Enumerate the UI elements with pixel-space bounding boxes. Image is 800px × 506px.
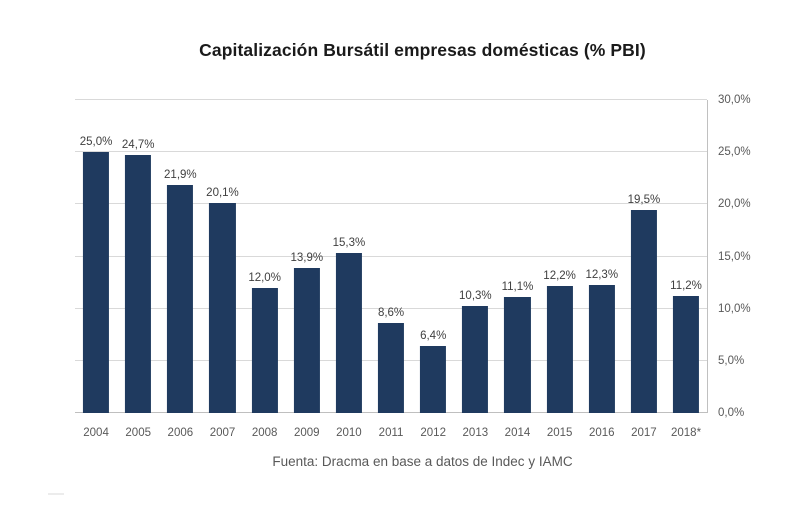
gridline — [75, 99, 707, 100]
x-axis-tick-label: 2015 — [546, 427, 573, 439]
bar-value-label: 11,2% — [670, 280, 702, 293]
bar — [546, 285, 573, 413]
bar-columns: 25,0% 2004 24,7% 2005 21,9% 2006 20,1% 2007 12,0… — [75, 100, 707, 439]
bar-column: 13,9% 2009 — [286, 100, 328, 439]
y-axis-tick-label: 20,0% — [718, 198, 751, 211]
bar-column: 12,0% 2008 — [244, 100, 286, 439]
bar-column: 19,5% 2017 — [623, 100, 665, 439]
source-note: Fuenta: Dracma en base a datos de Indec … — [272, 454, 573, 469]
bar-column: 12,2% 2015 — [539, 100, 581, 439]
x-axis-tick-label: 2017 — [631, 427, 657, 439]
bar — [588, 284, 615, 413]
gridline — [75, 255, 707, 257]
bar-value-label: 19,5% — [627, 193, 661, 206]
y-axis-tick-label: 25,0% — [718, 146, 751, 159]
stray-mark — [48, 493, 64, 495]
bar-value-label: 24,7% — [121, 139, 155, 152]
bar-value-label: 21,9% — [164, 168, 197, 181]
bar — [167, 184, 194, 413]
bar — [83, 152, 110, 413]
x-axis-tick-label: 2016 — [588, 427, 615, 439]
bar-column: 24,7% 2005 — [117, 100, 159, 439]
bar — [125, 155, 152, 413]
gridline — [75, 307, 707, 309]
bar — [251, 287, 278, 413]
gridline — [75, 203, 707, 205]
gridline — [75, 151, 707, 153]
bar-value-label: 12,0% — [248, 271, 281, 284]
bar — [462, 305, 489, 413]
bar-value-label: 25,0% — [79, 136, 113, 149]
bar — [630, 209, 657, 413]
y-axis-tick-label: 10,0% — [718, 302, 751, 315]
y-axis-tick-label: 15,0% — [718, 250, 751, 263]
bar-column: 6,4% 2012 — [412, 100, 454, 439]
bar-column: 21,9% 2006 — [159, 100, 201, 439]
bar — [420, 346, 447, 413]
chart-title: Capitalización Bursátil empresas domésti… — [199, 40, 646, 60]
bar-value-label: 10,3% — [459, 289, 492, 302]
x-axis-tick-label: 2004 — [83, 427, 109, 439]
bar — [377, 323, 405, 413]
y-axis: 0,0% 5,0% 10,0% 15,0% 20,0% 25,0% 30,0% — [718, 94, 788, 419]
x-axis-tick-label: 2008 — [251, 427, 278, 439]
bar-column: 8,6% 2011 — [370, 100, 412, 439]
bar-column: 11,1% 2014 — [496, 100, 538, 439]
x-axis-tick-label: 2006 — [167, 427, 194, 439]
bar-value-label: 12,3% — [585, 268, 619, 281]
bar-column: 20,1% 2007 — [201, 100, 243, 439]
x-axis-tick-label: 2005 — [125, 427, 151, 439]
bar-column: 10,3% 2013 — [454, 100, 496, 439]
bar-value-label: 20,1% — [206, 187, 239, 200]
bar-column: 15,3% 2010 — [328, 100, 370, 439]
x-axis-tick-label: 2014 — [504, 427, 531, 439]
y-axis-tick-label: 5,0% — [718, 354, 745, 367]
x-axis-tick-label: 2009 — [293, 427, 320, 439]
bar — [293, 267, 320, 413]
bar-value-label: 15,3% — [332, 237, 366, 250]
bar-value-label: 13,9% — [290, 251, 324, 264]
bar-column: 25,0% 2004 — [75, 100, 117, 439]
bar-value-label: 12,2% — [543, 269, 576, 282]
bar-value-label: 11,1% — [501, 281, 534, 294]
x-axis-tick-label: 2012 — [420, 427, 446, 439]
bar-column: 11,2% 2018* — [665, 100, 707, 439]
bar — [335, 253, 362, 413]
y-axis-tick-label: 0,0% — [718, 407, 745, 419]
x-axis-tick-label: 2011 — [378, 427, 404, 439]
x-axis-tick-label: 2007 — [209, 427, 236, 439]
x-axis-tick-label: 2018* — [671, 427, 702, 439]
bar-column: 12,3% 2016 — [581, 100, 623, 439]
bar-value-label: 8,6% — [377, 307, 405, 320]
bar — [504, 297, 531, 413]
bar — [209, 203, 236, 413]
plot-area: 25,0% 2004 24,7% 2005 21,9% 2006 20,1% 2007 12,0… — [75, 99, 708, 439]
bar-value-label: 6,4% — [420, 330, 447, 343]
bar — [672, 296, 700, 413]
y-axis-tick-label: 30,0% — [718, 94, 751, 106]
x-axis-tick-label: 2013 — [462, 427, 489, 439]
x-axis-tick-label: 2010 — [336, 427, 362, 439]
